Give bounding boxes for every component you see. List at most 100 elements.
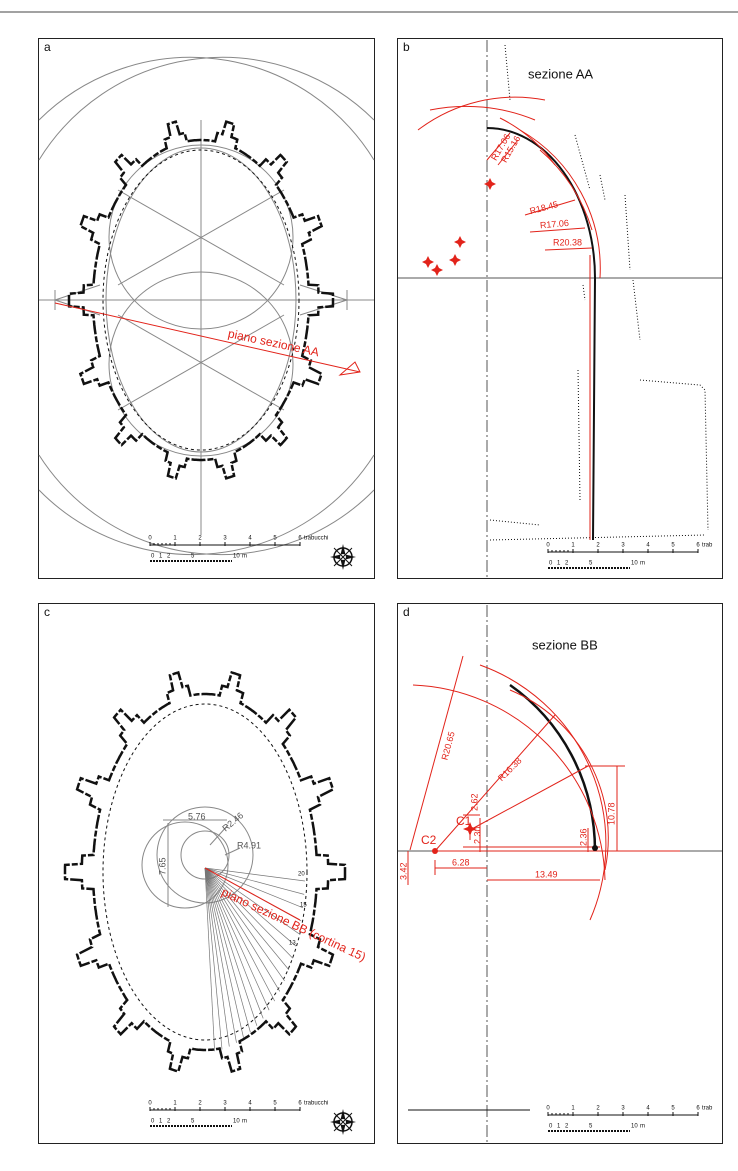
scale-label: 3	[223, 1101, 227, 1107]
fan-line	[204, 867, 294, 959]
scale-label: 6	[298, 1101, 302, 1107]
panel-frame	[397, 603, 723, 1144]
scale-label: 0	[546, 543, 550, 549]
scale-label: 1	[159, 554, 163, 560]
fan-line	[204, 867, 258, 1026]
fan-line	[204, 867, 264, 1019]
radius-label: R20.38	[553, 237, 582, 247]
radius-label: R18.45	[529, 199, 560, 216]
scale-label: 0	[151, 554, 155, 560]
section-title: sezione AA	[528, 66, 593, 81]
dimension-label: 2.36	[578, 828, 588, 846]
fan-line	[204, 867, 285, 982]
fan-line	[204, 867, 305, 882]
panel-c: c 5.76 R2.46 R4.91 7.65 20 15 13 piano s…	[44, 605, 368, 1135]
scale-label: 0	[151, 1119, 155, 1125]
inner-wall	[102, 149, 300, 451]
scale-label: 10	[631, 1124, 638, 1130]
inner-wall	[102, 703, 308, 1041]
centers	[422, 178, 496, 276]
scale-label: 1	[557, 1124, 561, 1130]
fan-line	[204, 867, 281, 992]
scale-label: 2	[565, 1124, 569, 1130]
section-title: sezione BB	[532, 637, 598, 652]
scale-unit: m	[242, 1119, 247, 1125]
profile-curve	[486, 127, 597, 541]
center-point	[463, 822, 477, 836]
scale-label: 2	[596, 543, 600, 549]
scale-unit: trabucchi	[304, 536, 328, 542]
fan-line	[204, 867, 305, 895]
panel-label: b	[403, 40, 410, 54]
profile-curve	[509, 683, 597, 852]
point-number: 15	[300, 903, 307, 909]
scale-label: 2	[198, 536, 202, 542]
scale-label: 3	[223, 536, 227, 542]
dimension-lines	[407, 655, 680, 921]
fan-line	[204, 867, 290, 971]
scale-label: 2	[596, 1106, 600, 1112]
panel-frame	[38, 603, 375, 1144]
point-number: 20	[298, 872, 305, 878]
fortress-outline	[67, 120, 335, 480]
dimension-label: 10.78	[606, 802, 616, 825]
scale-label: 5	[589, 1124, 593, 1130]
construction-lines	[38, 56, 375, 556]
dimension-label: 6.28	[452, 857, 470, 867]
construction-lines	[141, 806, 254, 909]
fan-line	[204, 867, 237, 1043]
scale-label: 6	[696, 543, 700, 549]
dimension-label: 2.62	[469, 793, 479, 811]
scale-label: 10	[631, 561, 638, 567]
fan-line	[204, 867, 300, 934]
scale-label: 1	[173, 536, 177, 542]
scale-label: 5	[671, 1106, 675, 1112]
scale-label: 6	[696, 1106, 700, 1112]
scale-label: 4	[248, 1101, 252, 1107]
fan-line	[204, 867, 297, 947]
scale-label: 5	[191, 554, 195, 560]
scale-label: 3	[621, 543, 625, 549]
scale-label: 4	[646, 1106, 650, 1112]
dimension-label: 7.65	[157, 857, 167, 875]
scale-label: 4	[646, 543, 650, 549]
fortress-outline	[63, 670, 347, 1074]
radius-arcs	[417, 96, 601, 540]
dimension-label: 2.30	[472, 826, 482, 844]
scale-label: 5	[589, 561, 593, 567]
scale-unit: trabucchi	[304, 1101, 328, 1107]
survey-points	[489, 44, 709, 541]
dimension-label: 3.42	[398, 862, 408, 880]
fan-line	[204, 867, 251, 1033]
scale-label: 6	[298, 536, 302, 542]
scale-label: 10	[233, 554, 240, 560]
scale-label: 2	[198, 1101, 202, 1107]
section-label: piano sezione BB (cortina 15)	[219, 885, 368, 964]
dimension-label: 13.49	[535, 869, 558, 879]
panel-b: b sezione AA R17.06 R15.16 R18.45	[398, 40, 722, 578]
scale-unit: trab	[702, 1106, 713, 1112]
compass-diag	[333, 1112, 353, 1132]
center-label: C1	[456, 814, 472, 828]
dimension-label: R2.46	[220, 810, 245, 833]
compass-star	[330, 1109, 356, 1135]
base-point	[592, 845, 598, 851]
fan-line	[204, 867, 270, 1011]
panel-label: c	[44, 605, 50, 619]
dimension-label: 5.76	[188, 811, 206, 821]
fortress-plan	[63, 670, 347, 1074]
scale-label: 10	[233, 1119, 240, 1125]
compass-star	[330, 544, 356, 570]
fan-line	[204, 867, 276, 1002]
radius-label: R17.06	[540, 218, 570, 230]
section-line	[54, 302, 361, 376]
scale-label: 5	[191, 1119, 195, 1125]
panel-frame	[38, 38, 375, 579]
scale-label: 1	[159, 1119, 163, 1125]
scale-label: 0	[549, 1124, 553, 1130]
fan-line	[204, 867, 215, 1052]
